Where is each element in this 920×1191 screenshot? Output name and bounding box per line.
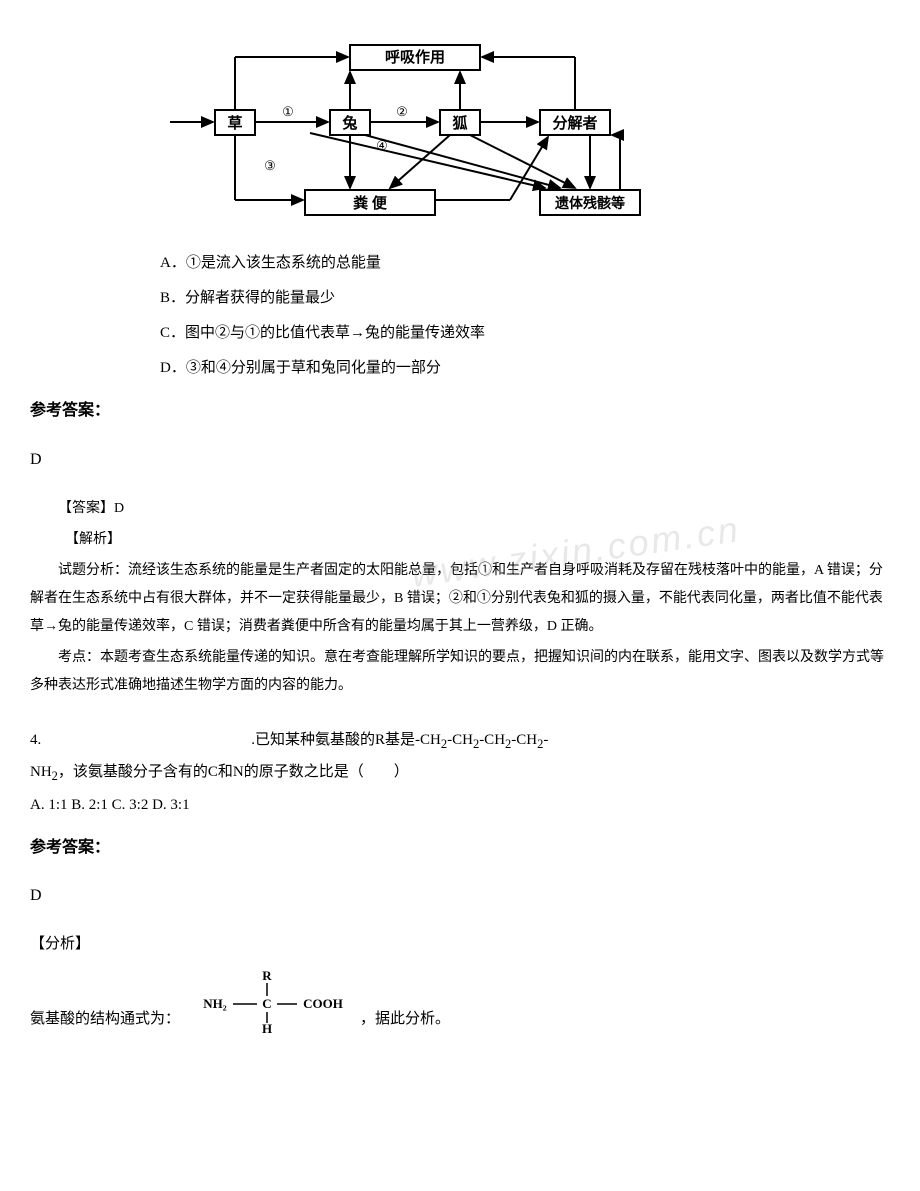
q4-text2: -CH xyxy=(447,732,473,748)
analysis-text-1: 试题分析：流经该生态系统的能量是生产者固定的太阳能总量，包括①和生产者自身呼吸消… xyxy=(30,557,890,641)
q4-nh: NH xyxy=(30,764,52,780)
q4-spacer xyxy=(41,732,251,748)
svg-text:兔: 兔 xyxy=(341,114,357,132)
q4-options: A. 1:1 B. 2:1 C. 3:2 D. 3:1 xyxy=(30,792,890,819)
svg-text:R: R xyxy=(262,968,272,983)
svg-text:分解者: 分解者 xyxy=(552,114,597,132)
formula-area: 氨基酸的结构通式为： R NH₂ C COOH H ，据此分析。 xyxy=(30,968,890,1033)
reference-answer-label-2: 参考答案： xyxy=(30,834,890,863)
analysis-text-2: 考点：本题考查生态系统能量传递的知识。意在考查能理解所学知识的要点，把握知识间的… xyxy=(30,644,890,700)
formula-prefix: 氨基酸的结构通式为： xyxy=(30,1006,180,1033)
answer-letter: D xyxy=(30,446,890,475)
jiexi-tag: 【解析】 xyxy=(30,526,890,554)
svg-text:②: ② xyxy=(396,104,408,119)
svg-text:C: C xyxy=(262,996,271,1011)
q4-line2b: ，该氨基酸分子含有的C和N的原子数之比是（ ） xyxy=(58,764,409,780)
energy-flow-diagram: 呼吸作用 草 兔 狐 分解者 粪 便 遗体残骸等 ① ② xyxy=(170,40,690,225)
svg-text:呼吸作用: 呼吸作用 xyxy=(385,48,445,66)
formula-suffix: ，据此分析。 xyxy=(360,1006,450,1033)
option-d: D．③和④分别属于草和兔同化量的一部分 xyxy=(160,355,890,382)
answer-tag: 【答案】D xyxy=(30,495,890,523)
q4-text4: -CH xyxy=(511,732,537,748)
answer-letter-2: D xyxy=(30,882,890,911)
fenxi-label: 【分析】 xyxy=(30,931,890,958)
svg-text:COOH: COOH xyxy=(303,996,343,1011)
options-block: A．①是流入该生态系统的总能量 B．分解者获得的能量最少 C．图中②与①的比值代… xyxy=(160,250,890,382)
diagram-svg: 呼吸作用 草 兔 狐 分解者 粪 便 遗体残骸等 ① ② xyxy=(170,40,690,225)
svg-text:③: ③ xyxy=(264,158,276,173)
question-4: 4. .已知某种氨基酸的R基是-CH2-CH2-CH2-CH2- NH2，该氨基… xyxy=(30,725,890,789)
q4-dash: - xyxy=(543,732,548,748)
svg-text:H: H xyxy=(262,1021,272,1033)
option-a: A．①是流入该生态系统的总能量 xyxy=(160,250,890,277)
svg-text:NH₂: NH₂ xyxy=(203,996,227,1011)
svg-text:粪 便: 粪 便 xyxy=(353,194,388,212)
svg-text:①: ① xyxy=(282,104,294,119)
svg-text:遗体残骸等: 遗体残骸等 xyxy=(554,195,625,212)
svg-text:狐: 狐 xyxy=(452,114,467,132)
amino-acid-formula: R NH₂ C COOH H xyxy=(195,968,345,1033)
q4-text3: -CH xyxy=(479,732,505,748)
option-c: C．图中②与①的比值代表草→兔的能量传递效率 xyxy=(160,320,890,347)
q4-text1: .已知某种氨基酸的R基是-CH xyxy=(251,732,441,748)
svg-text:草: 草 xyxy=(227,114,242,132)
option-b: B．分解者获得的能量最少 xyxy=(160,285,890,312)
q4-number: 4. xyxy=(30,732,41,748)
reference-answer-label: 参考答案： xyxy=(30,397,890,426)
